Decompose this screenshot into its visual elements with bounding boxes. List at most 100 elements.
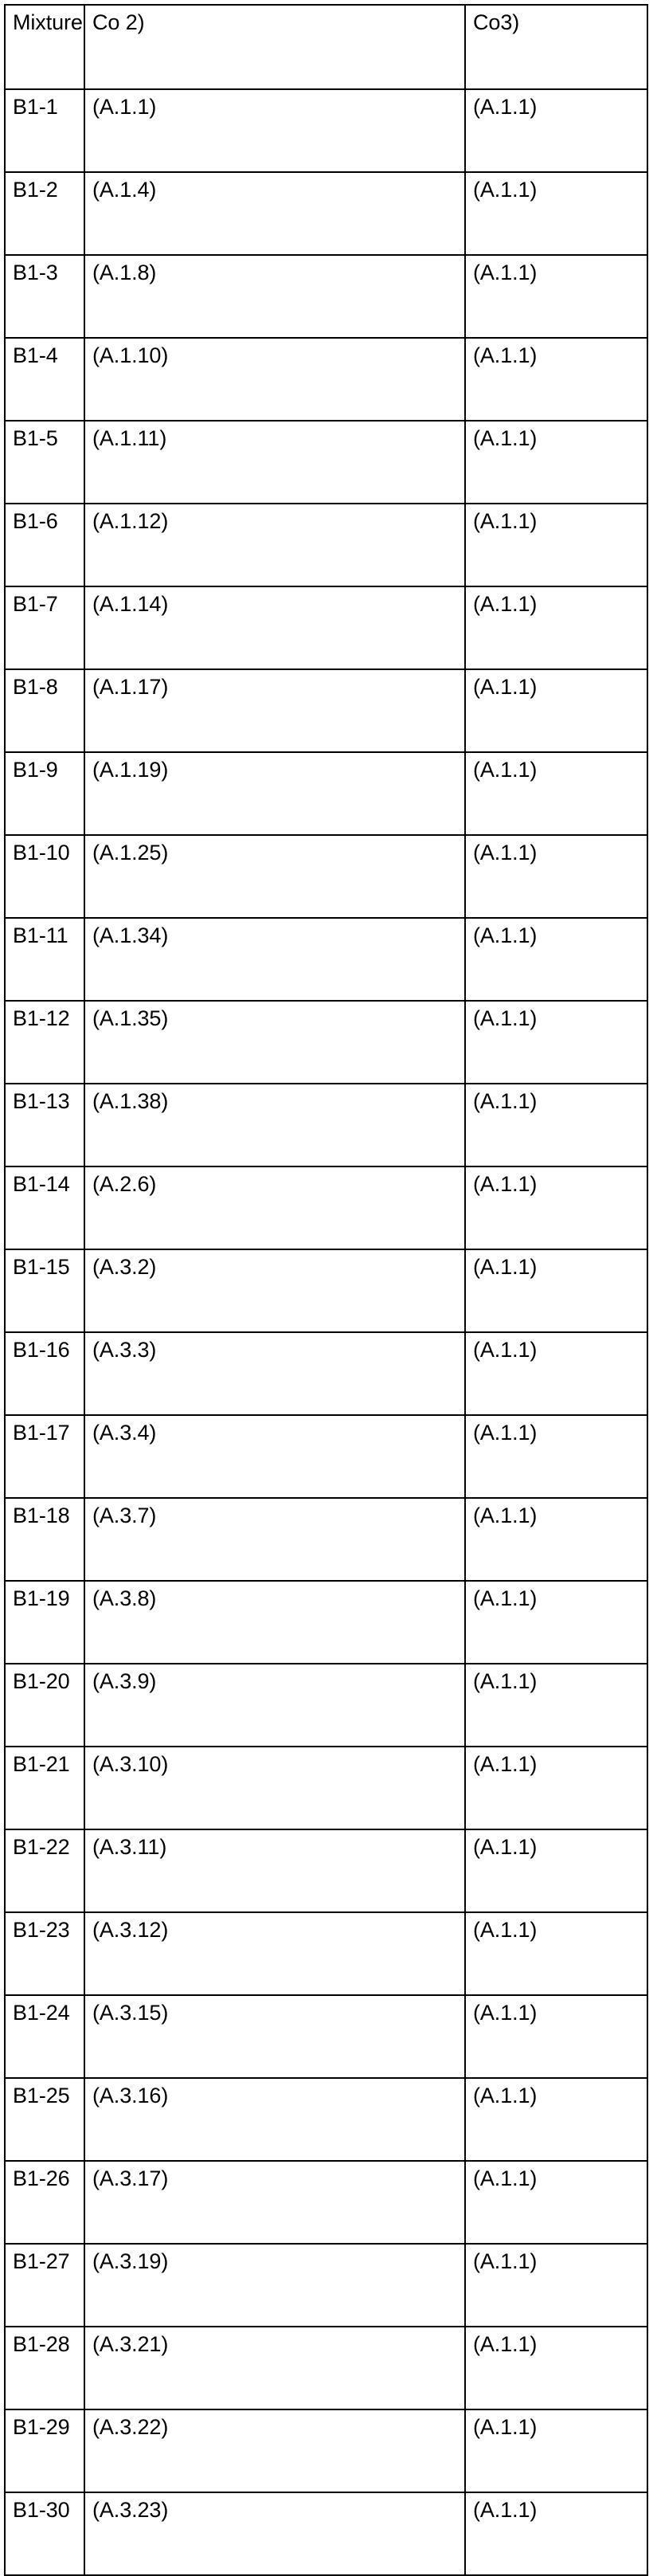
cell-mixture: B1-17 <box>5 1415 84 1498</box>
cell-co2: (A.3.9) <box>84 1664 465 1747</box>
cell-co3: (A.1.1) <box>465 2078 647 2161</box>
cell-mixture: B1-26 <box>5 2161 84 2244</box>
cell-co3: (A.1.1) <box>465 338 647 421</box>
cell-mixture: B1-2 <box>5 172 84 255</box>
cell-mixture: B1-6 <box>5 504 84 586</box>
table-row: B1-15(A.3.2)(A.1.1) <box>5 1249 647 1332</box>
table-row: B1-3(A.1.8)(A.1.1) <box>5 255 647 338</box>
cell-co3: (A.1.1) <box>465 1747 647 1829</box>
table-row: B1-12(A.1.35)(A.1.1) <box>5 1001 647 1084</box>
cell-co2: (A.3.17) <box>84 2161 465 2244</box>
table-row: B1-23(A.3.12)(A.1.1) <box>5 1912 647 1995</box>
table-row: B1-18(A.3.7)(A.1.1) <box>5 1498 647 1581</box>
cell-co3: (A.1.1) <box>465 1498 647 1581</box>
cell-mixture: B1-23 <box>5 1912 84 1995</box>
cell-co2: (A.3.21) <box>84 2327 465 2409</box>
cell-co3: (A.1.1) <box>465 1001 647 1084</box>
table-row: B1-22(A.3.11)(A.1.1) <box>5 1829 647 1912</box>
cell-mixture: B1-8 <box>5 669 84 752</box>
cell-mixture: B1-22 <box>5 1829 84 1912</box>
cell-co2: (A.1.38) <box>84 1084 465 1166</box>
cell-co2: (A.1.1) <box>84 89 465 172</box>
cell-mixture: B1-28 <box>5 2327 84 2409</box>
cell-co3: (A.1.1) <box>465 1995 647 2078</box>
table-row: B1-5(A.1.11)(A.1.1) <box>5 421 647 504</box>
column-header-mixture: Mixture <box>5 5 84 89</box>
cell-co3: (A.1.1) <box>465 504 647 586</box>
cell-mixture: B1-12 <box>5 1001 84 1084</box>
cell-mixture: B1-15 <box>5 1249 84 1332</box>
cell-mixture: B1-24 <box>5 1995 84 2078</box>
cell-co3: (A.1.1) <box>465 2161 647 2244</box>
table-header-row: Mixture Co 2) Co3) <box>5 5 647 89</box>
table-row: B1-1(A.1.1)(A.1.1) <box>5 89 647 172</box>
cell-co2: (A.3.23) <box>84 2492 465 2575</box>
cell-co2: (A.1.12) <box>84 504 465 586</box>
cell-co3: (A.1.1) <box>465 1415 647 1498</box>
cell-co3: (A.1.1) <box>465 669 647 752</box>
table-row: B1-7(A.1.14)(A.1.1) <box>5 586 647 669</box>
table-header: Mixture Co 2) Co3) <box>5 5 647 89</box>
cell-mixture: B1-1 <box>5 89 84 172</box>
table-row: B1-29(A.3.22)(A.1.1) <box>5 2409 647 2492</box>
table-row: B1-9(A.1.19)(A.1.1) <box>5 752 647 835</box>
cell-co3: (A.1.1) <box>465 918 647 1001</box>
cell-mixture: B1-10 <box>5 835 84 918</box>
table-row: B1-19(A.3.8)(A.1.1) <box>5 1581 647 1664</box>
table-row: B1-14(A.2.6)(A.1.1) <box>5 1166 647 1249</box>
cell-mixture: B1-14 <box>5 1166 84 1249</box>
column-header-co2: Co 2) <box>84 5 465 89</box>
cell-co2: (A.1.35) <box>84 1001 465 1084</box>
cell-co3: (A.1.1) <box>465 1166 647 1249</box>
cell-co3: (A.1.1) <box>465 1829 647 1912</box>
cell-co3: (A.1.1) <box>465 1084 647 1166</box>
cell-co3: (A.1.1) <box>465 2244 647 2327</box>
column-header-co3: Co3) <box>465 5 647 89</box>
cell-mixture: B1-11 <box>5 918 84 1001</box>
cell-mixture: B1-5 <box>5 421 84 504</box>
cell-mixture: B1-29 <box>5 2409 84 2492</box>
cell-co3: (A.1.1) <box>465 2492 647 2575</box>
cell-co3: (A.1.1) <box>465 1332 647 1415</box>
cell-mixture: B1-19 <box>5 1581 84 1664</box>
table-row: B1-16(A.3.3)(A.1.1) <box>5 1332 647 1415</box>
cell-mixture: B1-3 <box>5 255 84 338</box>
mixture-table-container: Mixture Co 2) Co3) B1-1(A.1.1)(A.1.1)B1-… <box>4 4 647 2576</box>
mixture-composition-table: Mixture Co 2) Co3) B1-1(A.1.1)(A.1.1)B1-… <box>4 4 648 2576</box>
cell-co3: (A.1.1) <box>465 835 647 918</box>
cell-co3: (A.1.1) <box>465 1249 647 1332</box>
table-row: B1-21(A.3.10)(A.1.1) <box>5 1747 647 1829</box>
cell-co2: (A.3.8) <box>84 1581 465 1664</box>
cell-co2: (A.1.4) <box>84 172 465 255</box>
cell-co2: (A.3.4) <box>84 1415 465 1498</box>
table-row: B1-4(A.1.10)(A.1.1) <box>5 338 647 421</box>
cell-mixture: B1-25 <box>5 2078 84 2161</box>
cell-co3: (A.1.1) <box>465 1912 647 1995</box>
cell-co2: (A.3.10) <box>84 1747 465 1829</box>
cell-co3: (A.1.1) <box>465 2409 647 2492</box>
cell-co3: (A.1.1) <box>465 1664 647 1747</box>
table-row: B1-13(A.1.38)(A.1.1) <box>5 1084 647 1166</box>
cell-co2: (A.3.12) <box>84 1912 465 1995</box>
cell-co3: (A.1.1) <box>465 89 647 172</box>
cell-co2: (A.1.8) <box>84 255 465 338</box>
table-row: B1-24(A.3.15)(A.1.1) <box>5 1995 647 2078</box>
table-row: B1-11(A.1.34)(A.1.1) <box>5 918 647 1001</box>
cell-co2: (A.3.2) <box>84 1249 465 1332</box>
table-row: B1-20(A.3.9)(A.1.1) <box>5 1664 647 1747</box>
cell-mixture: B1-4 <box>5 338 84 421</box>
table-row: B1-26(A.3.17)(A.1.1) <box>5 2161 647 2244</box>
table-row: B1-28(A.3.21)(A.1.1) <box>5 2327 647 2409</box>
table-row: B1-25(A.3.16)(A.1.1) <box>5 2078 647 2161</box>
cell-co2: (A.2.6) <box>84 1166 465 1249</box>
table-row: B1-6(A.1.12)(A.1.1) <box>5 504 647 586</box>
cell-co2: (A.1.17) <box>84 669 465 752</box>
cell-co3: (A.1.1) <box>465 2327 647 2409</box>
table-row: B1-30(A.3.23)(A.1.1) <box>5 2492 647 2575</box>
table-row: B1-8(A.1.17)(A.1.1) <box>5 669 647 752</box>
cell-co3: (A.1.1) <box>465 421 647 504</box>
cell-co2: (A.1.25) <box>84 835 465 918</box>
cell-co2: (A.1.10) <box>84 338 465 421</box>
cell-mixture: B1-16 <box>5 1332 84 1415</box>
cell-mixture: B1-20 <box>5 1664 84 1747</box>
